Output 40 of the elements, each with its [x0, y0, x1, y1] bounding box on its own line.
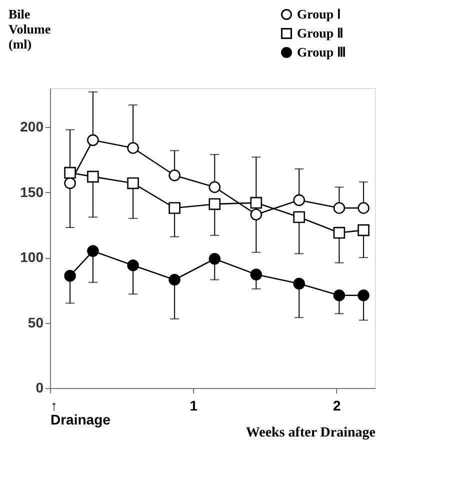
point: [333, 202, 346, 214]
point: [333, 226, 346, 239]
point: [293, 211, 306, 224]
point: [293, 194, 306, 206]
legend-label: Group Ⅰ: [297, 6, 341, 22]
point: [64, 270, 76, 282]
x-axis-title: Weeks after Drainage: [246, 426, 376, 440]
point: [127, 142, 139, 154]
y-tick-label: 0: [36, 380, 44, 396]
point: [168, 202, 180, 214]
point: [64, 177, 76, 190]
point: [293, 278, 306, 290]
y-axis-title: Bile Volume (ml): [8, 6, 51, 52]
point: [168, 274, 180, 286]
point: [250, 268, 262, 280]
point: [208, 198, 221, 210]
point: [333, 290, 346, 302]
x-tick-label: 2: [332, 398, 341, 414]
legend-label: Group Ⅱ: [297, 26, 343, 40]
y-tick-label: 200: [20, 118, 44, 135]
y-tick-label: 100: [20, 249, 44, 266]
point: [208, 252, 221, 265]
point: [250, 208, 262, 220]
point: [64, 166, 76, 179]
x-tick-label: ↑ Drainage: [50, 398, 111, 428]
point: [208, 181, 221, 194]
point: [358, 224, 370, 236]
point: [87, 134, 99, 146]
point: [87, 170, 99, 183]
point: [250, 196, 262, 209]
y-tick-label: 150: [20, 184, 44, 200]
point: [127, 260, 139, 272]
point: [358, 202, 370, 214]
legend-label: Group Ⅲ: [297, 44, 346, 60]
y-tick-label: 50: [28, 314, 44, 330]
point: [127, 177, 139, 190]
point: [168, 170, 180, 182]
point: [87, 245, 99, 257]
x-tick-label: 1: [190, 398, 198, 414]
point: [358, 290, 370, 302]
